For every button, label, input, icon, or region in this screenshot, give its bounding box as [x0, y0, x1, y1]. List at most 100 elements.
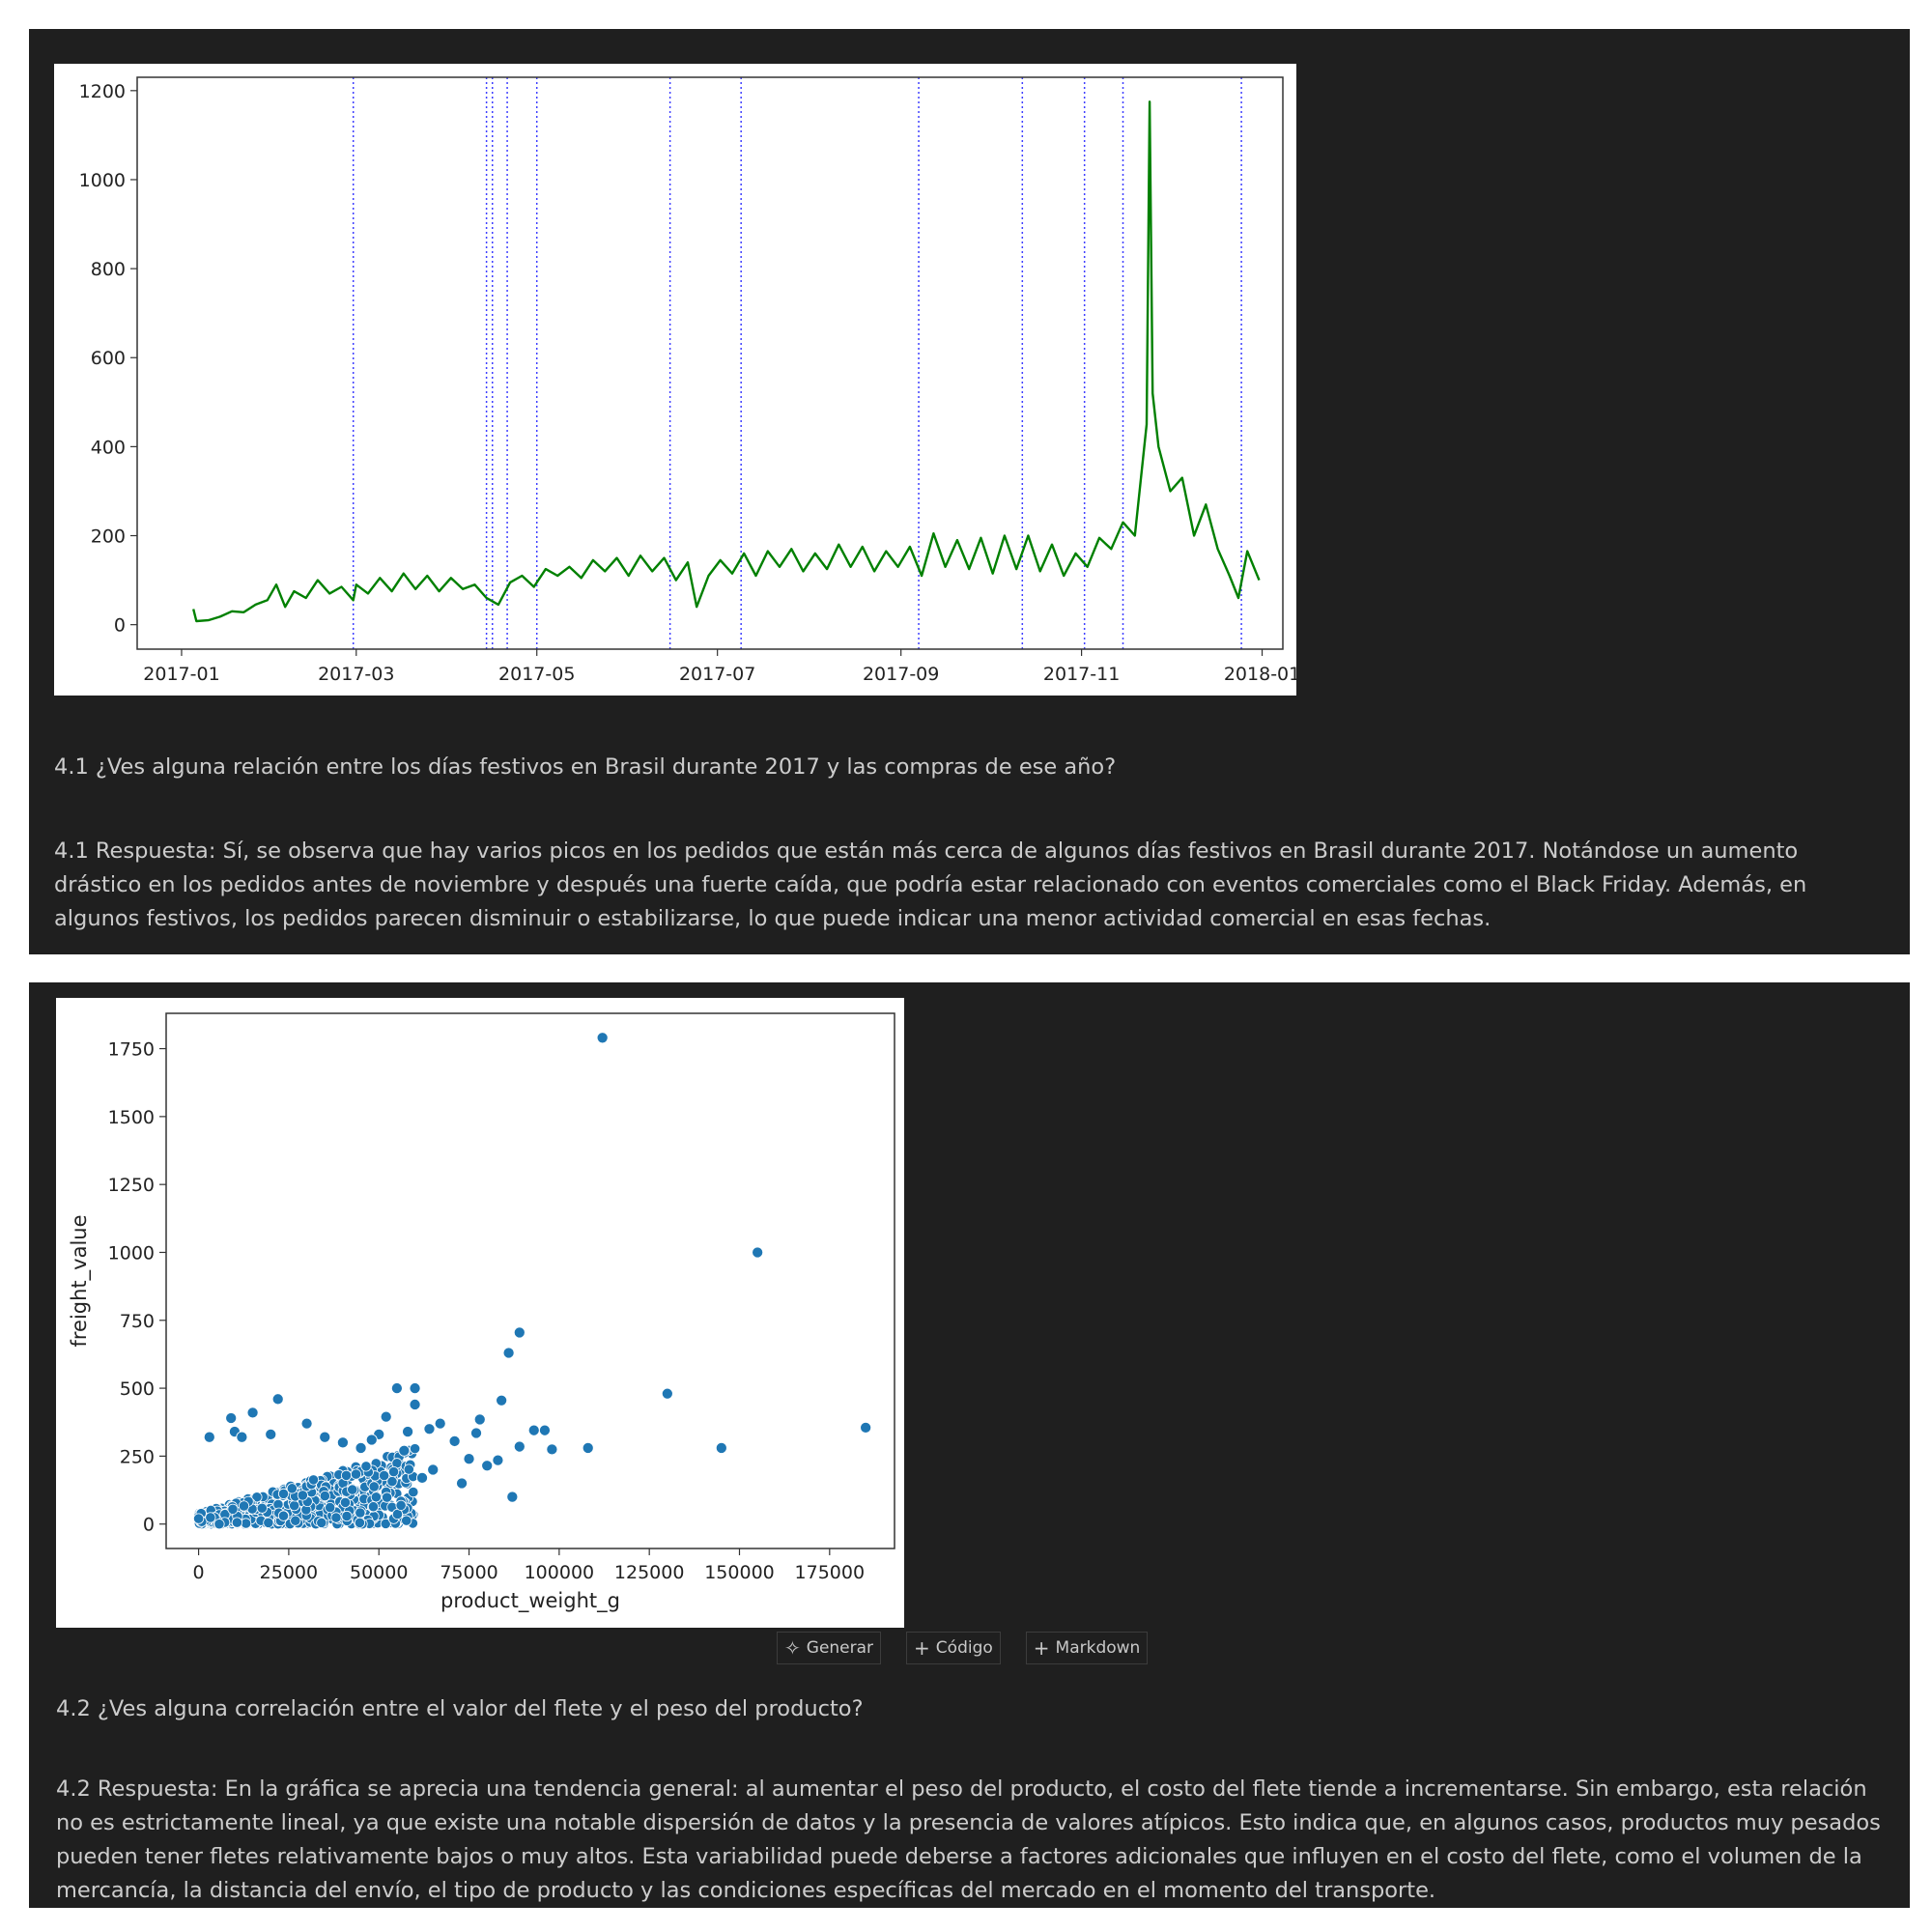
scatter-point: [300, 1417, 313, 1430]
scatter-point: [527, 1424, 540, 1436]
scatter-point: [379, 1469, 390, 1482]
scatter-point: [401, 1515, 412, 1526]
scatter-point: [473, 1413, 486, 1426]
scatter-point: [256, 1502, 268, 1514]
x-tick-label: 150000: [704, 1562, 775, 1583]
scatter-point: [513, 1326, 526, 1339]
scatter-point: [290, 1515, 301, 1526]
scatter-point: [370, 1492, 382, 1503]
plus-icon: +: [914, 1636, 930, 1660]
x-tick-label: 2017-07: [679, 664, 755, 685]
orders-line-chart-svg: 0 200 400 600 800 1000 1200 2017-01 2017-03 2017-…: [79, 76, 1300, 685]
scatter-point: [408, 1486, 419, 1498]
scatter-point: [340, 1469, 353, 1481]
scatter-point: [752, 1246, 764, 1259]
scatter-point: [355, 1441, 367, 1454]
scatter-point: [271, 1393, 284, 1406]
scatter-point: [227, 1503, 239, 1515]
y-tick-label: 0: [143, 1515, 155, 1536]
scatter-point: [582, 1441, 594, 1454]
scatter-point: [715, 1441, 727, 1454]
scatter-point: [456, 1477, 469, 1490]
scatter-point: [360, 1461, 372, 1472]
x-tick-label: 0: [193, 1562, 205, 1583]
orders-series-line: [192, 100, 1261, 623]
y-tick-label: 1000: [79, 170, 126, 191]
y-tick-label: 500: [120, 1378, 155, 1400]
scatter-point: [448, 1435, 461, 1447]
scatter-point: [506, 1491, 519, 1503]
scatter-point: [350, 1468, 362, 1480]
scatter-point: [319, 1490, 330, 1502]
y-tick-label: 800: [91, 259, 126, 280]
cell-insert-toolbar: ✧ Generar + Código + Markdown: [777, 1632, 1149, 1664]
scatter-point: [354, 1517, 366, 1528]
scatter-point: [387, 1465, 400, 1478]
y-tick-label: 0: [114, 615, 126, 637]
scatter-point: [307, 1474, 320, 1486]
notebook-output-cell-2: 0 250 500 750 1000 1250 1500 1750 0 25000 50000 750…: [29, 982, 1910, 1908]
generate-button[interactable]: ✧ Generar: [777, 1632, 882, 1664]
scatter-point: [496, 1394, 508, 1406]
scatter-point: [319, 1431, 331, 1443]
scatter-point: [238, 1500, 250, 1512]
scatter-point: [265, 1428, 277, 1440]
scatter-point: [492, 1454, 504, 1466]
y-tick-label: 1200: [79, 81, 126, 102]
y-tick-label: 400: [91, 437, 126, 458]
x-tick-label: 50000: [350, 1562, 408, 1583]
scatter-point: [246, 1406, 259, 1419]
x-tick-label: 2017-05: [498, 664, 575, 685]
x-tick-label: 175000: [795, 1562, 866, 1583]
scatter-point: [415, 1471, 429, 1484]
y-tick-label: 250: [120, 1446, 155, 1467]
scatter-point: [390, 1382, 403, 1395]
scatter-point: [469, 1427, 483, 1439]
scatter-point: [330, 1512, 342, 1523]
x-tick-label: 25000: [260, 1562, 318, 1583]
scatter-point: [546, 1443, 558, 1456]
x-tick-label: 2017-03: [318, 664, 394, 685]
scatter-point: [463, 1453, 475, 1465]
scatter-point: [336, 1436, 349, 1449]
scatter-point: [502, 1347, 515, 1359]
scatter-point: [213, 1519, 225, 1530]
scatter-point: [347, 1484, 358, 1495]
scatter-point: [538, 1424, 551, 1436]
scatter-point: [380, 1410, 392, 1423]
scatter-point: [339, 1496, 352, 1509]
freight-scatter-chart-svg: 0 250 500 750 1000 1250 1500 1750 0 25000 50000 750…: [68, 1012, 895, 1613]
scatter-point: [236, 1431, 248, 1443]
markdown-label: Markdown: [1055, 1638, 1141, 1658]
x-tick-label: 75000: [440, 1562, 497, 1583]
y-tick-label: 600: [91, 348, 126, 369]
plus-icon: +: [1033, 1636, 1050, 1660]
scatter-point: [402, 1426, 414, 1438]
add-markdown-cell-button[interactable]: + Markdown: [1025, 1632, 1149, 1664]
scatter-point: [381, 1492, 393, 1503]
x-tick-label: 125000: [614, 1562, 685, 1583]
scatter-point: [341, 1510, 353, 1522]
scatter-point: [203, 1431, 215, 1443]
add-code-cell-button[interactable]: + Código: [906, 1632, 1001, 1664]
x-axis-label: product_weight_g: [440, 1589, 620, 1613]
y-tick-label: 200: [91, 526, 126, 548]
notebook-output-cell-1: 0 200 400 600 800 1000 1200 2017-01 2017-03 2017-…: [29, 29, 1910, 954]
scatter-point: [192, 1513, 205, 1524]
x-tick-label: 100000: [525, 1562, 595, 1583]
scatter-point: [398, 1444, 411, 1457]
scatter-point: [355, 1507, 366, 1519]
scatter-point: [395, 1499, 407, 1511]
scatter-point: [481, 1460, 494, 1472]
x-tick-label: 2017-09: [863, 664, 939, 685]
scatter-point: [661, 1387, 673, 1400]
question-4-1: 4.1 ¿Ves alguna relación entre los días …: [54, 754, 1117, 780]
scatter-point: [367, 1501, 380, 1513]
scatter-point: [225, 1411, 238, 1425]
y-tick-label: 1500: [108, 1107, 155, 1128]
freight-scatter-chart: 0 250 500 750 1000 1250 1500 1750 0 25000 50000 750…: [56, 998, 904, 1628]
question-4-2: 4.2 ¿Ves alguna correlación entre el val…: [56, 1696, 864, 1721]
scatter-point: [286, 1483, 298, 1494]
plot-frame: [136, 76, 1284, 650]
scatter-point: [409, 1382, 421, 1395]
